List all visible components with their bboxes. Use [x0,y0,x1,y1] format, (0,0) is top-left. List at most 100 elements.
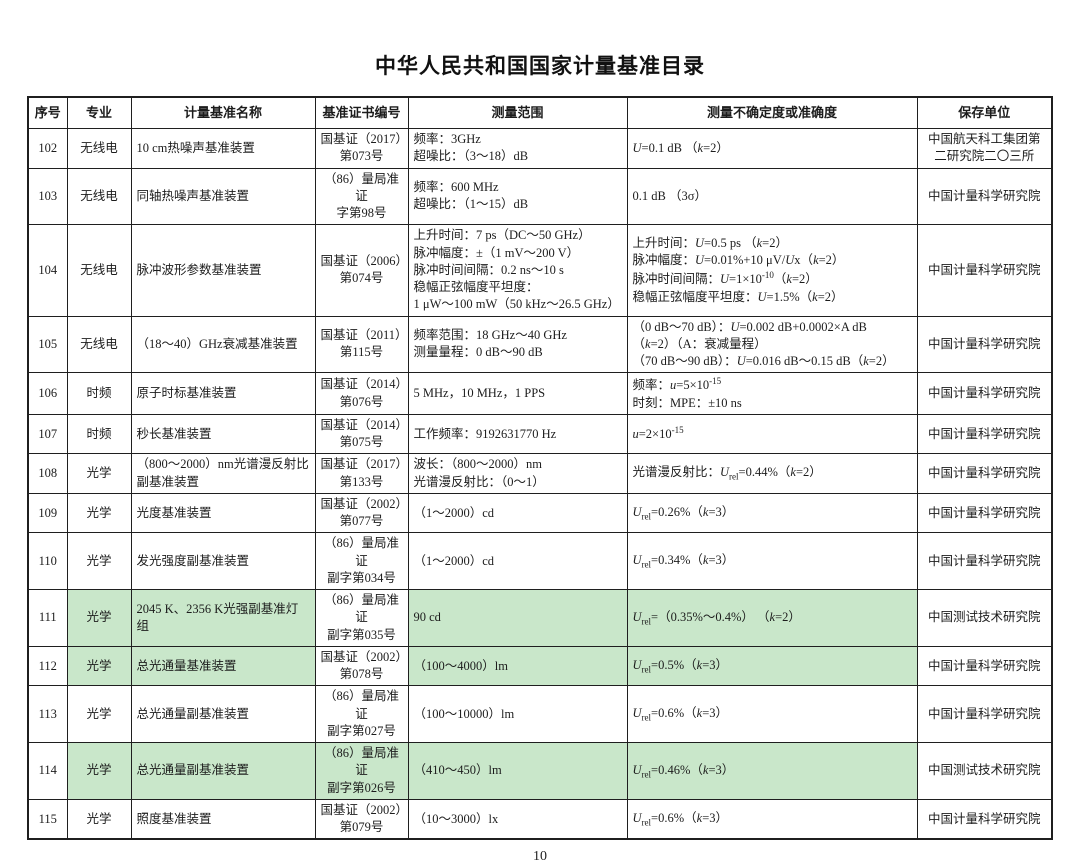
cell-line: 测量量程：0 dB～90 dB [413,345,543,360]
cell-range: 上升时间：7 ps（DC～50 GHz） 脉冲幅度：±（1 mV～200 V） 脉冲… [407,224,628,317]
header-cell-uncertainty: 测量不确定度或准确度 [626,96,918,129]
cell-keeper: 中国计量科学研究院 [916,453,1053,494]
table-row: 107 时频 秒长基准装置 国基证（2014） 第075号 工作频率：9192631770… [27,413,1053,455]
cell-uncertainty: Urel=0.46%（k=3） [626,742,918,800]
header-row: 序号 专业 计量基准名称 基准证书编号 测量范围 测量不确定度或准确度 保存单位 [27,96,1053,129]
cell-line: Urel=0.5%（k=3） [632,657,729,675]
cell-range: 频率：3GHz 超噪比：（3～18）dB [407,128,628,169]
cell-range: 频率范围：18 GHz～40 GHz 测量量程：0 dB～90 dB [407,315,628,374]
cell-keeper: 中国计量科学研究院 [916,645,1053,687]
cell-line: Urel=0.6%（k=3） [632,705,729,723]
cell-line: 国基证（2017） [320,132,409,146]
cell-line: 频率范围：18 GHz～40 GHz [413,328,567,343]
cell-line: 波长：（800～2000）nm [413,457,542,472]
table-row: 111 光学 2045 K、2356 K光强副基准灯组 （86）量局准证 副字第035号… [27,589,1053,647]
cell-cert: 国基证（2002） 第079号 [314,798,409,840]
cell-line: 国基证（2002） [320,496,409,511]
cell-field: 光学 [66,742,132,800]
header-cell-field: 专业 [66,96,132,129]
cell-keeper: 中国计量科学研究院 [916,224,1053,317]
table-row: 110 光学 发光强度副基准装置 （86）量局准证 副字第034号 （1～2000）cd U… [27,532,1053,591]
cell-line: 光谱漫反射比：Urel=0.44%（k=2） [632,465,822,482]
header-cell-range: 测量范围 [407,96,628,129]
table-row: 103 无线电 同轴热噪声基准装置 （86）量局准证 字第98号 频率：600 MHz 超噪… [27,167,1053,226]
cell-field: 光学 [66,492,132,534]
cell-line: 国基证（2002） [320,802,409,817]
cell-field: 无线电 [66,167,132,226]
cell-line: （86）量局准证 [323,593,399,625]
cell-cert: 国基证（2006） 第074号 [314,224,409,317]
cell-field: 光学 [66,589,132,647]
cell-line: Urel=（0.35%～0.4%） （k=2） [632,609,801,627]
cell-line: 第133号 [339,474,384,489]
cell-line: Urel=0.6%（k=3） [632,810,729,828]
cell-line: （86）量局准证 [323,536,399,568]
table-row: 105 无线电 （18～40）GHz衰减基准装置 国基证（2011） 第115号 频率范围… [27,315,1053,374]
cell-cert: 国基证（2011） 第115号 [314,315,409,374]
cell-line: （410～450）lm [413,763,502,778]
document-page: 中华人民共和国国家计量基准目录 序号 专业 计量基准名称 基准证书编号 测量范围 测量不确… [27,55,1053,864]
cell-line: 第115号 [339,345,384,360]
cell-no: 114 [27,742,68,800]
cell-name: （18～40）GHz衰减基准装置 [130,315,316,374]
cell-name: 2045 K、2356 K光强副基准灯组 [130,589,316,647]
table-row: 108 光学 （800～2000）nm光谱漫反射比副基准装置 国基证（2017） 第13… [27,453,1053,494]
cell-uncertainty: u=2×10-15 [626,413,918,455]
cell-field: 光学 [66,798,132,840]
cell-name: 发光强度副基准装置 [130,532,316,591]
cell-line: 国基证（2011） [320,328,408,343]
header-cell-keeper: 保存单位 [916,96,1053,129]
table-row: 109 光学 光度基准装置 国基证（2002） 第077号 （1～2000）cd Urel=… [27,492,1053,534]
cell-name: 照度基准装置 [130,798,316,840]
header-cell-no: 序号 [27,96,68,129]
cell-name: 光度基准装置 [130,492,316,534]
cell-range: （1～2000）cd [407,492,628,534]
page-number: 10 [533,849,547,865]
cell-name: 总光通量副基准装置 [130,685,316,744]
cell-line: （10～3000）lx [413,811,499,826]
table-header: 序号 专业 计量基准名称 基准证书编号 测量范围 测量不确定度或准确度 保存单位 [27,96,1053,129]
cell-range: （10～3000）lx [407,798,628,840]
cell-line: 1 μW～100 mW（50 kHz～26.5 GHz） [413,297,620,312]
table-row: 113 光学 总光通量副基准装置 （86）量局准证 副字第027号 （100～10000）… [27,685,1053,744]
cell-no: 107 [27,413,68,455]
cell-line: 第075号 [339,435,384,450]
cell-uncertainty: 光谱漫反射比：Urel=0.44%（k=2） [626,453,918,494]
cell-line: Urel=0.46%（k=3） [632,762,735,780]
cell-uncertainty: 频率：u=5×10-15 时刻：MPE：±10 ns [626,372,918,415]
cell-line: 上升时间：7 ps（DC～50 GHz） [413,228,591,243]
standards-table: 序号 专业 计量基准名称 基准证书编号 测量范围 测量不确定度或准确度 保存单位 102 无线… [27,96,1053,841]
cell-range: 5 MHz，10 MHz，1 PPS [407,372,628,415]
cell-cert: （86）量局准证 副字第027号 [314,685,409,744]
cell-name: 同轴热噪声基准装置 [130,167,316,226]
cell-no: 103 [27,167,68,226]
cell-uncertainty: 0.1 dB （3σ） [626,167,918,226]
cell-no: 104 [27,224,68,317]
header-cell-name: 计量基准名称 [130,96,316,129]
cell-line: 脉冲幅度：±（1 mV～200 V） [413,245,580,260]
cell-line: 第078号 [339,667,384,682]
cell-line: 副字第035号 [327,627,396,642]
cell-line: 频率：600 MHz [413,180,499,195]
cell-field: 光学 [66,685,132,744]
cell-uncertainty: Urel=0.34%（k=3） [626,532,918,591]
cell-name: 原子时标基准装置 [130,372,316,415]
cell-keeper: 中国计量科学研究院 [916,315,1053,374]
cell-line: 第076号 [339,394,384,409]
cell-name: 总光通量副基准装置 [130,742,316,800]
cell-line: Urel=0.26%（k=3） [632,504,735,522]
table-row: 102 无线电 10 cm热噪声基准装置 国基证（2017） 第073号 频率：3GHz 超… [27,128,1053,169]
cell-range: （410～450）lm [407,742,628,800]
cell-field: 光学 [66,645,132,687]
cell-line: （0 dB～70 dB）：U=0.002 dB+0.0002×A dB [632,319,867,334]
cell-no: 110 [27,532,68,591]
cell-uncertainty: Urel=0.5%（k=3） [626,645,918,687]
cell-uncertainty: Urel=0.26%（k=3） [626,492,918,534]
cell-line: （100～10000）lm [413,706,515,721]
cell-line: 5 MHz，10 MHz，1 PPS [413,385,546,400]
cell-uncertainty: Urel=0.6%（k=3） [626,685,918,744]
cell-line: 超噪比：（3～18）dB [413,149,529,164]
cell-line: 稳幅正弦幅度平坦度： [413,280,539,294]
cell-line: 脉冲时间间隔：0.2 ns～10 s [413,262,564,277]
table-row: 106 时频 原子时标基准装置 国基证（2014） 第076号 5 MHz，10 MHz，… [27,372,1053,415]
